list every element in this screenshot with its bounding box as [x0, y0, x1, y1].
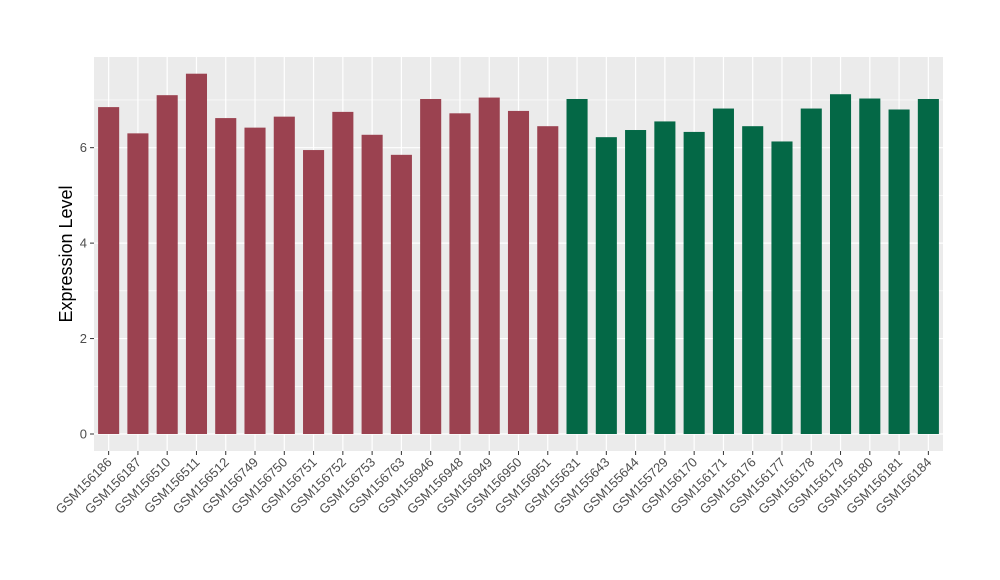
bar-GSM155729 [654, 121, 676, 435]
bar-GSM156946 [420, 98, 442, 434]
bars [98, 73, 939, 435]
bar-GSM156949 [478, 97, 500, 434]
bar-GSM156751 [303, 150, 325, 435]
bar-GSM156176 [742, 126, 764, 435]
bar-GSM156950 [507, 110, 530, 434]
bar-GSM156178 [800, 108, 822, 434]
bar-GSM156171 [712, 108, 734, 434]
bar-GSM156179 [829, 94, 852, 435]
bar-GSM156752 [332, 111, 354, 434]
bar-GSM156181 [888, 109, 910, 435]
bar-GSM156763 [390, 154, 412, 435]
bar-GSM155631 [566, 98, 588, 434]
y-axis: 0 2 4 6 [80, 140, 94, 442]
y-axis-title: Expression Level [56, 185, 76, 322]
bar-GSM156186 [98, 107, 120, 434]
bar-GSM156750 [273, 116, 295, 434]
x-axis: GSM156186GSM156187GSM156510GSM156511GSM1… [53, 451, 934, 517]
y-tick-label: 2 [80, 331, 87, 346]
bar-GSM156184 [917, 98, 939, 434]
bar-GSM156749 [244, 127, 266, 435]
bar-GSM156170 [683, 131, 705, 434]
bar-GSM156951 [537, 126, 559, 435]
bar-GSM156187 [127, 133, 149, 434]
bar-GSM156180 [859, 98, 881, 434]
bar-GSM156948 [449, 113, 471, 434]
bar-GSM155643 [595, 137, 617, 434]
bar-GSM155644 [625, 130, 647, 435]
y-tick-label: 4 [80, 236, 87, 251]
bar-GSM156177 [771, 141, 793, 434]
bar-GSM156512 [215, 118, 237, 434]
bar-GSM156510 [156, 95, 178, 434]
bar-GSM156753 [361, 134, 383, 434]
y-tick-label: 6 [80, 140, 87, 155]
y-tick-label: 0 [80, 427, 87, 442]
bar-GSM156511 [185, 73, 208, 435]
